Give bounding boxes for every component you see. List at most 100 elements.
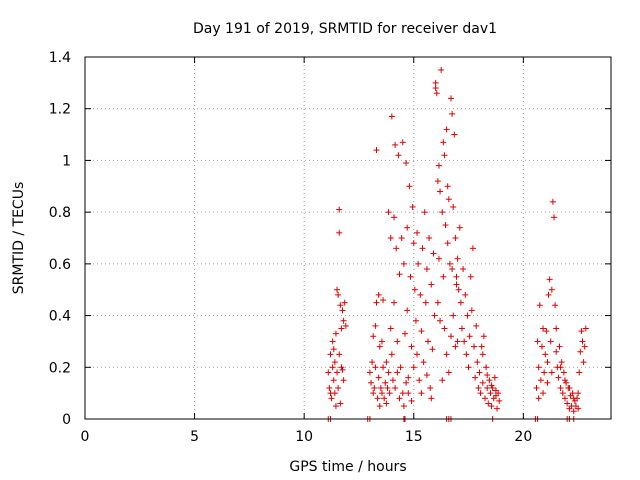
- data-point: [371, 384, 378, 391]
- data-point: [375, 291, 382, 298]
- data-point: [467, 273, 474, 280]
- data-point: [560, 369, 567, 376]
- data-point: [336, 229, 343, 236]
- data-point: [380, 297, 387, 304]
- data-point: [434, 178, 441, 185]
- data-point: [373, 147, 380, 154]
- data-point: [464, 312, 471, 319]
- data-point: [535, 395, 542, 402]
- x-tick-label: 0: [81, 429, 90, 445]
- data-point: [577, 348, 584, 355]
- data-point: [479, 379, 486, 386]
- data-point: [370, 390, 377, 397]
- data-point: [451, 131, 458, 138]
- data-point: [332, 403, 339, 410]
- plot-frame: [84, 56, 612, 420]
- data-point: [563, 379, 570, 386]
- data-point: [387, 235, 394, 241]
- data-point: [450, 203, 457, 210]
- y-tick-label: 0.8: [49, 205, 71, 221]
- data-point: [423, 372, 430, 379]
- data-point: [408, 397, 415, 404]
- data-point: [325, 369, 332, 376]
- data-point: [465, 364, 472, 371]
- data-point: [537, 377, 544, 384]
- data-point: [384, 384, 391, 391]
- data-point: [445, 196, 452, 203]
- data-point: [489, 384, 496, 391]
- data-point: [389, 377, 396, 384]
- data-point: [428, 281, 435, 288]
- data-point: [454, 338, 461, 345]
- data-point: [435, 255, 442, 262]
- data-point: [376, 403, 383, 410]
- data-point: [329, 338, 336, 345]
- data-point: [327, 390, 334, 397]
- data-point: [339, 366, 346, 373]
- data-point: [484, 384, 491, 391]
- data-point: [337, 400, 344, 407]
- data-point: [404, 224, 411, 231]
- data-point: [328, 395, 335, 402]
- data-point: [440, 139, 447, 146]
- data-point: [382, 379, 389, 386]
- data-point: [444, 183, 451, 190]
- data-point: [535, 364, 542, 371]
- data-point: [391, 299, 398, 306]
- data-point: [326, 384, 333, 391]
- y-tick-label: 0.6: [49, 257, 71, 273]
- data-point: [332, 330, 339, 337]
- data-point: [373, 299, 380, 306]
- data-point: [547, 338, 554, 345]
- data-point: [548, 369, 555, 376]
- data-point: [397, 364, 404, 371]
- data-point: [399, 139, 406, 146]
- y-tick-label: 1: [62, 153, 71, 169]
- data-point: [454, 255, 461, 262]
- data-point: [370, 333, 377, 340]
- data-point: [446, 260, 453, 267]
- data-point: [424, 338, 431, 345]
- data-point: [334, 369, 341, 376]
- data-point: [327, 351, 334, 358]
- data-point: [458, 325, 465, 332]
- data-point: [440, 273, 447, 280]
- data-point: [494, 405, 501, 412]
- data-point: [533, 384, 540, 391]
- data-point: [340, 377, 347, 384]
- data-point: [538, 343, 545, 350]
- data-point: [474, 359, 481, 366]
- data-point: [431, 312, 438, 319]
- y-axis-title: SRMTID / TECUs: [11, 182, 27, 295]
- data-point: [488, 382, 495, 389]
- data-point: [406, 183, 413, 190]
- data-point: [378, 390, 385, 397]
- data-point: [418, 328, 425, 335]
- data-point: [491, 374, 498, 381]
- data-point: [551, 214, 558, 221]
- data-point: [340, 317, 347, 324]
- data-point: [457, 299, 464, 306]
- data-point: [366, 369, 373, 376]
- data-point: [416, 377, 423, 384]
- data-point: [410, 240, 417, 247]
- data-point: [339, 307, 346, 314]
- chart-title: Day 191 of 2019, SRMTID for receiver dav…: [193, 21, 497, 37]
- data-point: [496, 397, 503, 404]
- data-point: [430, 250, 437, 257]
- data-point: [405, 374, 412, 381]
- data-point: [331, 359, 338, 366]
- data-point: [453, 273, 460, 280]
- data-point: [391, 214, 398, 221]
- data-point: [578, 328, 585, 335]
- data-point: [443, 351, 450, 358]
- y-tick-label: 0.4: [49, 309, 71, 325]
- data-point: [396, 271, 403, 278]
- data-point: [552, 302, 559, 309]
- data-point: [540, 390, 547, 397]
- data-point: [556, 343, 563, 350]
- data-point: [462, 291, 469, 298]
- data-point: [409, 203, 416, 210]
- data-point: [423, 266, 430, 273]
- data-point: [394, 338, 401, 345]
